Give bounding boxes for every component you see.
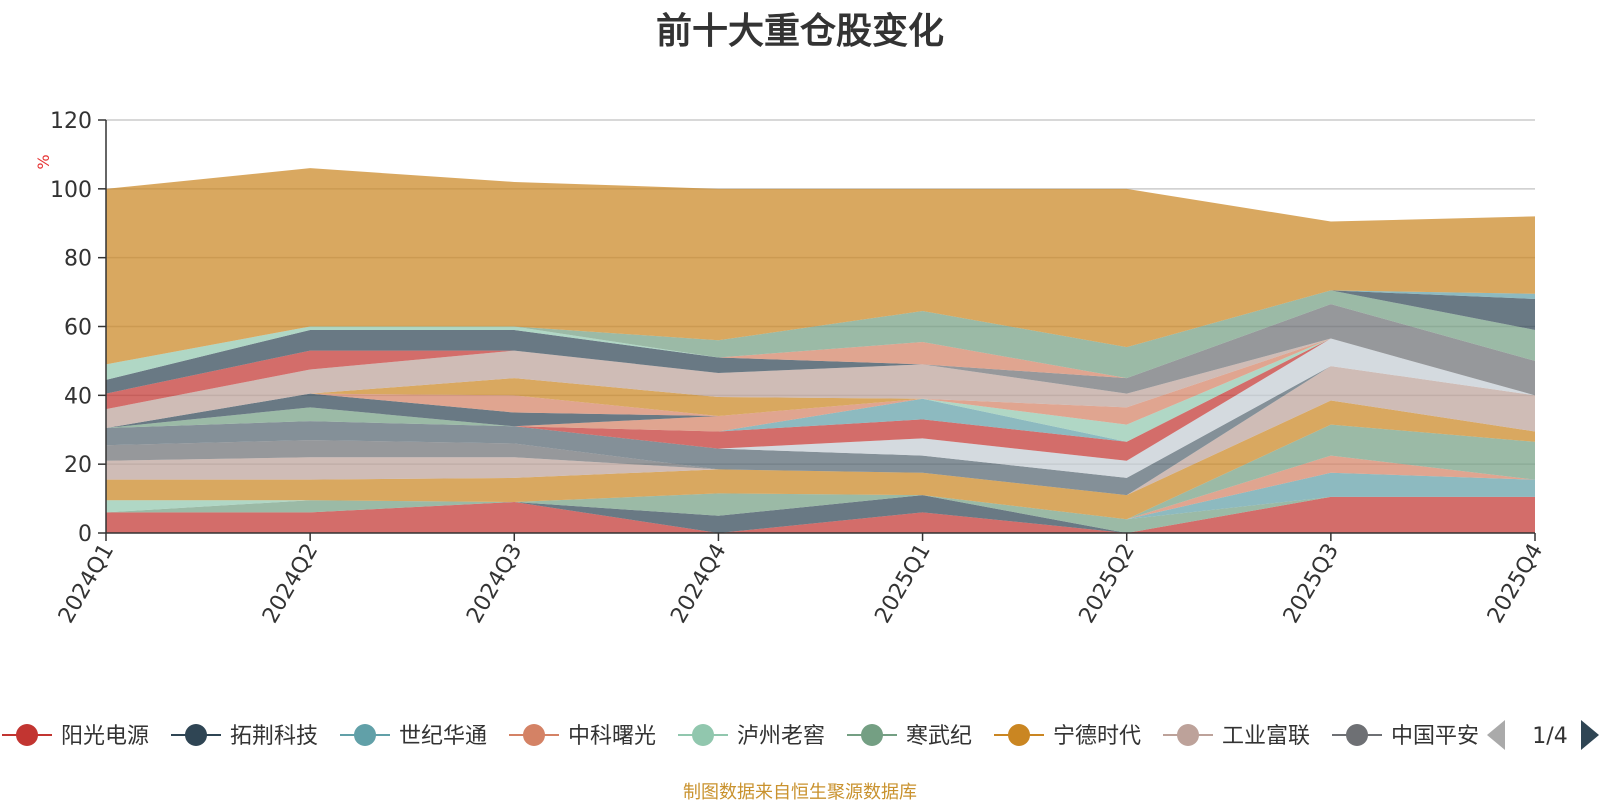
y-tick-label: 80 xyxy=(64,247,92,272)
series-area xyxy=(106,338,1535,478)
series-area xyxy=(106,455,1535,520)
legend-marker xyxy=(1008,724,1030,746)
x-tick-label: 2025Q4 xyxy=(1483,540,1548,628)
legend-label: 世纪华通 xyxy=(399,724,487,749)
legend-item[interactable]: 中国平安 xyxy=(1332,724,1479,749)
legend-item[interactable]: 世纪华通 xyxy=(340,724,487,749)
legend-item[interactable]: 中科曙光 xyxy=(509,724,656,749)
legend-item[interactable]: 宁德时代 xyxy=(994,724,1141,749)
y-tick-label: 100 xyxy=(50,178,92,203)
series-area xyxy=(106,304,1535,396)
x-tick-label: 2024Q3 xyxy=(462,540,527,628)
series-area xyxy=(106,338,1535,429)
series-area xyxy=(106,338,1535,429)
series-area xyxy=(106,366,1535,496)
legend: 阳光电源 拓荆科技 世纪华通 中科曙光 泸州老窖 寒武纪 宁德时代 工业富联 中国平安 xyxy=(2,724,1479,749)
series-area xyxy=(106,366,1535,496)
legend-marker xyxy=(185,724,207,746)
legend-label: 中国平安 xyxy=(1391,724,1479,749)
legend-marker xyxy=(354,724,376,746)
data-source-footer: 制图数据来自恒生聚源数据库 xyxy=(683,782,917,803)
legend-label: 中科曙光 xyxy=(568,724,656,749)
series-area xyxy=(106,329,1535,396)
x-tick-label: 2025Q2 xyxy=(1075,540,1140,628)
legend-marker xyxy=(1346,724,1368,746)
series-area xyxy=(106,495,1535,533)
legend-marker xyxy=(16,724,38,746)
legend-label: 宁德时代 xyxy=(1053,724,1141,749)
legend-marker xyxy=(861,724,883,746)
y-tick-label: 0 xyxy=(78,522,92,547)
y-tick-label: 20 xyxy=(64,453,92,478)
legend-label: 拓荆科技 xyxy=(230,724,318,749)
legend-label: 泸州老窖 xyxy=(737,724,825,749)
y-axis-label: % xyxy=(34,154,53,169)
legend-item[interactable]: 寒武纪 xyxy=(847,724,972,749)
series-area xyxy=(106,338,1535,461)
series-area xyxy=(106,338,1535,432)
legend-item[interactable]: 泸州老窖 xyxy=(678,724,825,749)
legend-next-page-icon[interactable] xyxy=(1581,720,1599,750)
series-area xyxy=(106,493,1535,533)
x-tick-label: 2025Q3 xyxy=(1279,540,1344,628)
x-tick-label: 2024Q2 xyxy=(258,540,323,628)
legend-label: 寒武纪 xyxy=(906,724,972,749)
y-tick-label: 120 xyxy=(50,109,92,134)
legend-item[interactable]: 阳光电源 xyxy=(2,724,149,749)
series-area xyxy=(106,168,1535,365)
chart-title: 前十大重仓股变化 xyxy=(655,11,944,52)
legend-label: 工业富联 xyxy=(1222,724,1310,749)
series-area xyxy=(106,338,1535,429)
series-area xyxy=(106,338,1535,442)
series-area xyxy=(106,290,1535,365)
series-area xyxy=(106,290,1535,379)
legend-item[interactable]: 拓荆科技 xyxy=(171,724,318,749)
legend-prev-page-icon[interactable] xyxy=(1487,720,1505,750)
legend-page-indicator: 1/4 xyxy=(1532,724,1567,749)
legend-marker xyxy=(1177,724,1199,746)
legend-marker xyxy=(523,724,545,746)
y-tick-label: 60 xyxy=(64,316,92,341)
legend-item[interactable]: 工业富联 xyxy=(1163,724,1310,749)
x-tick-label: 2024Q4 xyxy=(666,540,731,628)
y-tick-label: 40 xyxy=(64,384,92,409)
series-layers xyxy=(106,168,1535,533)
x-tick-label: 2024Q1 xyxy=(54,540,119,628)
series-area xyxy=(106,496,1535,533)
series-area xyxy=(106,400,1535,520)
legend-marker xyxy=(692,724,714,746)
legend-label: 阳光电源 xyxy=(61,724,149,749)
x-tick-label: 2025Q1 xyxy=(870,540,935,628)
series-area xyxy=(106,424,1535,520)
